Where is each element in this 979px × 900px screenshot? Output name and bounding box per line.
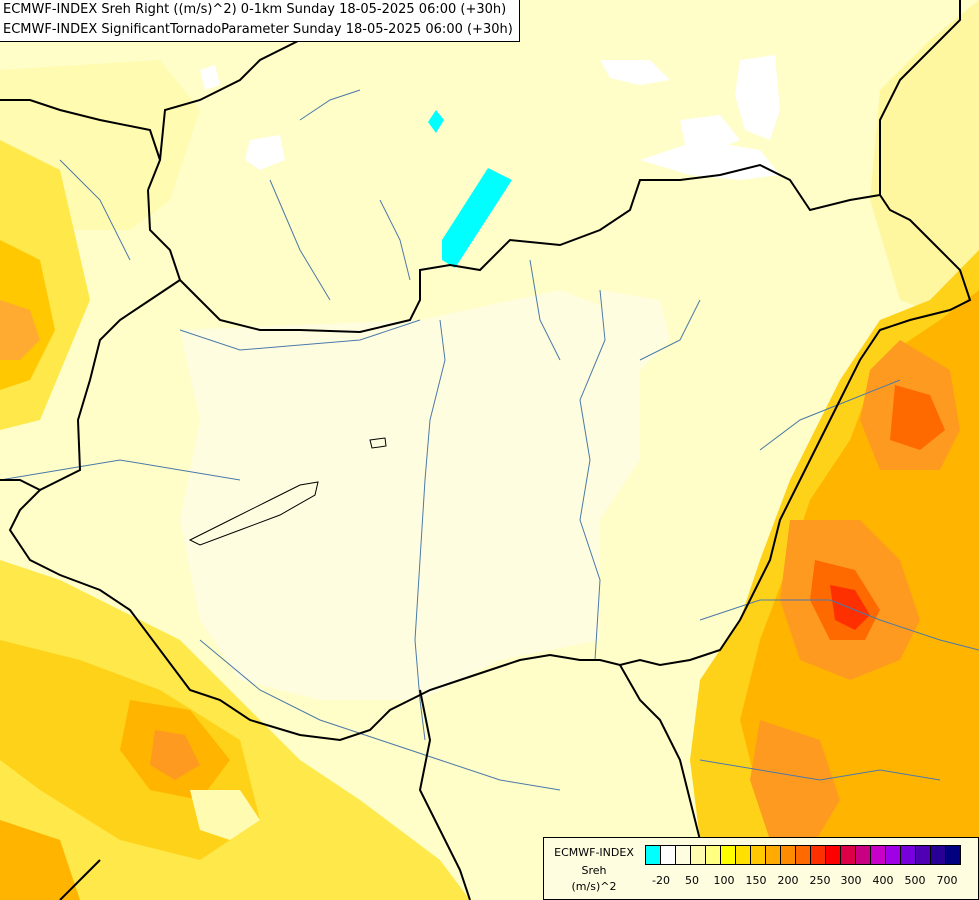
legend-swatch [900, 845, 916, 865]
legend-swatch [720, 845, 736, 865]
legend-swatch [645, 845, 661, 865]
lake-outline-small [369, 437, 387, 449]
legend-swatch [795, 845, 811, 865]
legend-swatch [780, 845, 796, 865]
title-line-1: ECMWF-INDEX Sreh Right ((m/s)^2) 0-1km S… [3, 2, 507, 17]
legend-tick-label: 50 [685, 874, 699, 887]
legend-swatch [915, 845, 931, 865]
legend-swatch [945, 845, 961, 865]
legend-swatch [870, 845, 886, 865]
legend-swatches [645, 845, 961, 865]
legend-swatch [810, 845, 826, 865]
legend-swatch [660, 845, 676, 865]
map-title-box: ECMWF-INDEX Sreh Right ((m/s)^2) 0-1km S… [0, 0, 520, 42]
lake-outline [188, 481, 319, 546]
legend-swatch [735, 845, 751, 865]
legend-tick-label: 500 [904, 874, 926, 887]
legend-tick-label: -20 [652, 874, 670, 887]
legend-swatch [705, 845, 721, 865]
legend-swatch [855, 845, 871, 865]
legend-tick-label: 200 [777, 874, 799, 887]
legend-swatch [885, 845, 901, 865]
legend-swatch [825, 845, 841, 865]
legend-swatch [840, 845, 856, 865]
legend-tick-label: 700 [936, 874, 958, 887]
legend-swatch [690, 845, 706, 865]
legend-ticks: -20 50 100 150 200 250 300 400 500 700 [645, 874, 975, 888]
title-line-2: ECMWF-INDEX SignificantTornadoParameter … [3, 22, 513, 37]
legend-title-line-2: Sreh [581, 864, 607, 877]
legend-swatch [765, 845, 781, 865]
legend-title-line-3: (m/s)^2 [571, 880, 617, 893]
legend-swatch [675, 845, 691, 865]
legend-swatch [930, 845, 946, 865]
legend-swatch [750, 845, 766, 865]
legend-tick-label: 150 [745, 874, 767, 887]
legend-tick-label: 300 [840, 874, 862, 887]
legend-tick-label: 250 [809, 874, 831, 887]
legend-tick-label: 400 [872, 874, 894, 887]
rivers [0, 89, 979, 791]
legend-tick-label: 100 [713, 874, 735, 887]
legend-title-line-1: ECMWF-INDEX [554, 846, 634, 859]
color-legend: ECMWF-INDEX Sreh (m/s)^2 -20 50 100 150 200 2… [543, 837, 979, 900]
